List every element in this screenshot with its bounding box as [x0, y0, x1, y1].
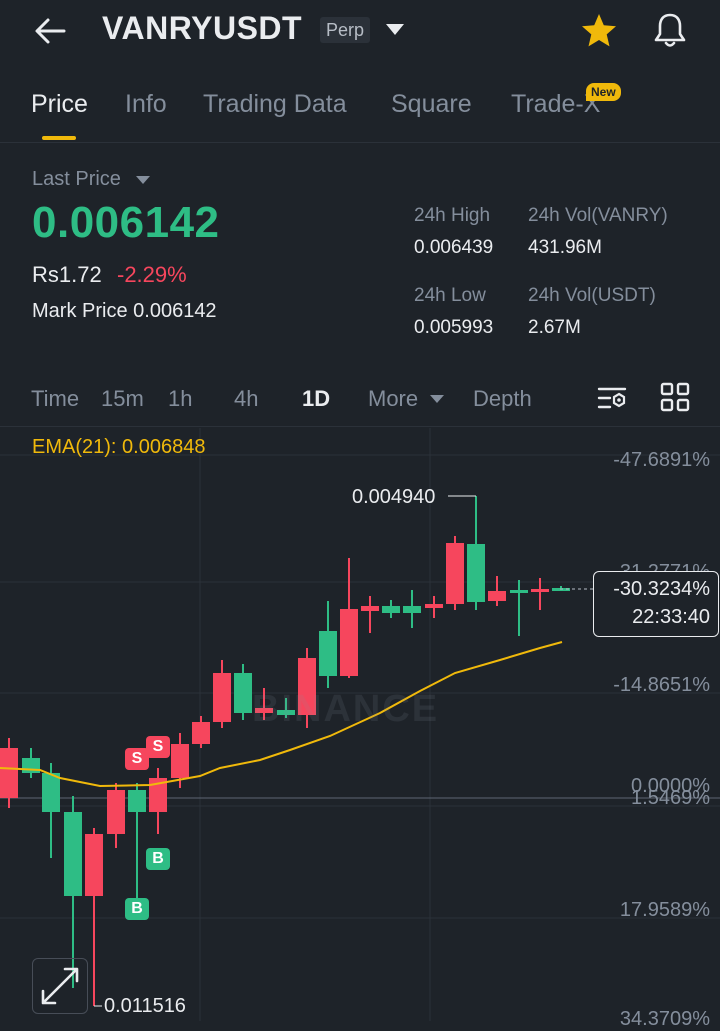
tf-depth[interactable]: Depth — [473, 386, 532, 411]
low-24h-label: 24h Low — [414, 285, 486, 306]
ema-line — [0, 641, 563, 788]
sell-marker[interactable]: S — [125, 748, 149, 770]
expand-icon — [41, 967, 79, 1005]
candle-body — [467, 544, 485, 602]
indicator-settings-icon[interactable] — [596, 382, 628, 414]
expand-chart-button[interactable] — [32, 958, 88, 1014]
candle-body — [42, 773, 60, 812]
candle-body — [277, 710, 295, 715]
tab-info[interactable]: Info — [125, 90, 167, 118]
layout-grid-icon[interactable] — [660, 382, 690, 412]
active-tab-indicator — [42, 136, 76, 140]
mark-price-value: 0.006142 — [133, 300, 217, 322]
candle-body — [128, 790, 146, 812]
candle-body — [319, 631, 337, 676]
candle-body — [0, 748, 18, 798]
candle-body — [488, 591, 506, 601]
ema-indicator-label[interactable]: EMA(21): 0.006848 — [32, 436, 206, 458]
vol-quote-label: 24h Vol(USDT) — [528, 285, 656, 306]
high-price-marker: 0.004940 — [352, 486, 436, 508]
candle-body — [234, 673, 252, 713]
candle-body — [149, 778, 167, 812]
candles — [0, 496, 570, 1006]
vol-base-value: 431.96M — [528, 237, 602, 258]
candle-body — [85, 834, 103, 896]
candle-body — [446, 543, 464, 604]
tab-price[interactable]: Price — [31, 90, 88, 118]
more-caret-icon[interactable] — [430, 395, 444, 403]
high-24h-value: 0.006439 — [414, 237, 494, 258]
contract-type-badge[interactable]: Perp — [320, 17, 371, 43]
exchange-watermark: BINANCE — [252, 688, 440, 730]
price-change-percent: -2.29% — [117, 262, 187, 287]
tf-15m[interactable]: 15m — [101, 386, 144, 411]
tab-square[interactable]: Square — [391, 90, 472, 118]
tf-time[interactable]: Time — [31, 386, 80, 411]
last-price: 0.006142 — [32, 198, 220, 247]
tf-4h[interactable]: 4h — [234, 386, 259, 411]
current-price-percent: -30.3234% — [613, 578, 710, 600]
chevron-down-icon[interactable] — [386, 24, 404, 35]
vol-base-label: 24h Vol(VANRY) — [528, 205, 668, 226]
axis-label: 0.0000% — [631, 775, 710, 797]
candle-body — [213, 673, 231, 722]
axis-label: 34.3709% — [619, 1008, 710, 1030]
axis-label: -14.8651% — [613, 674, 710, 696]
tab-trade-x[interactable]: Trade-X — [511, 90, 601, 118]
grid-lines — [0, 428, 720, 1021]
candle-body — [361, 606, 379, 611]
candle-body — [107, 790, 125, 834]
candle-body — [192, 722, 210, 744]
candle-body — [171, 744, 189, 778]
axis-label: 17.9589% — [619, 899, 710, 921]
candle-body — [403, 606, 421, 613]
candle-countdown: 22:33:40 — [632, 606, 710, 628]
vol-quote-value: 2.67M — [528, 317, 581, 338]
candle-body — [425, 604, 443, 608]
candle-body — [531, 589, 549, 592]
fiat-price: Rs1.72 — [32, 262, 102, 287]
current-price-box: -30.3234% 22:33:40 — [593, 571, 719, 637]
caret-down-icon[interactable] — [136, 176, 150, 184]
candle-body — [382, 606, 400, 613]
candle-body — [255, 708, 273, 713]
header-bar: VANRYUSDT Perp — [0, 0, 720, 62]
mark-price-row: Mark Price 0.006142 — [32, 300, 217, 323]
bell-icon[interactable] — [650, 10, 690, 50]
tf-1d[interactable]: 1D — [302, 386, 331, 411]
sell-marker[interactable]: S — [146, 736, 170, 758]
star-icon[interactable] — [580, 12, 618, 50]
axis-label: -47.6891% — [613, 449, 710, 471]
mark-price-label: Mark Price — [32, 300, 128, 322]
tf-1h[interactable]: 1h — [168, 386, 193, 411]
low-price-marker: 0.011516 — [104, 995, 186, 1017]
symbol-title[interactable]: VANRYUSDT — [102, 10, 303, 46]
candle-body — [298, 658, 316, 715]
candle-body — [64, 812, 82, 896]
candle-body — [510, 590, 528, 593]
main-tabs: Price Info Trading Data Square Trade-X — [0, 62, 720, 143]
buy-marker[interactable]: B — [125, 898, 149, 920]
candlestick-chart[interactable] — [0, 428, 720, 1021]
price-type-selector[interactable]: Last Price — [32, 168, 121, 190]
tab-trading-data[interactable]: Trading Data — [203, 90, 347, 118]
high-24h-label: 24h High — [414, 205, 491, 226]
timeframe-bar: Time 15m 1h 4h 1D More Depth — [0, 370, 720, 427]
axis-label: 1.5469% — [631, 787, 710, 809]
tf-more[interactable]: More — [368, 386, 419, 411]
low-24h-value: 0.005993 — [414, 317, 494, 338]
buy-marker[interactable]: B — [146, 848, 170, 870]
arrow-left-icon[interactable] — [30, 14, 70, 48]
new-badge: New — [586, 83, 621, 101]
candle-body — [340, 609, 358, 676]
